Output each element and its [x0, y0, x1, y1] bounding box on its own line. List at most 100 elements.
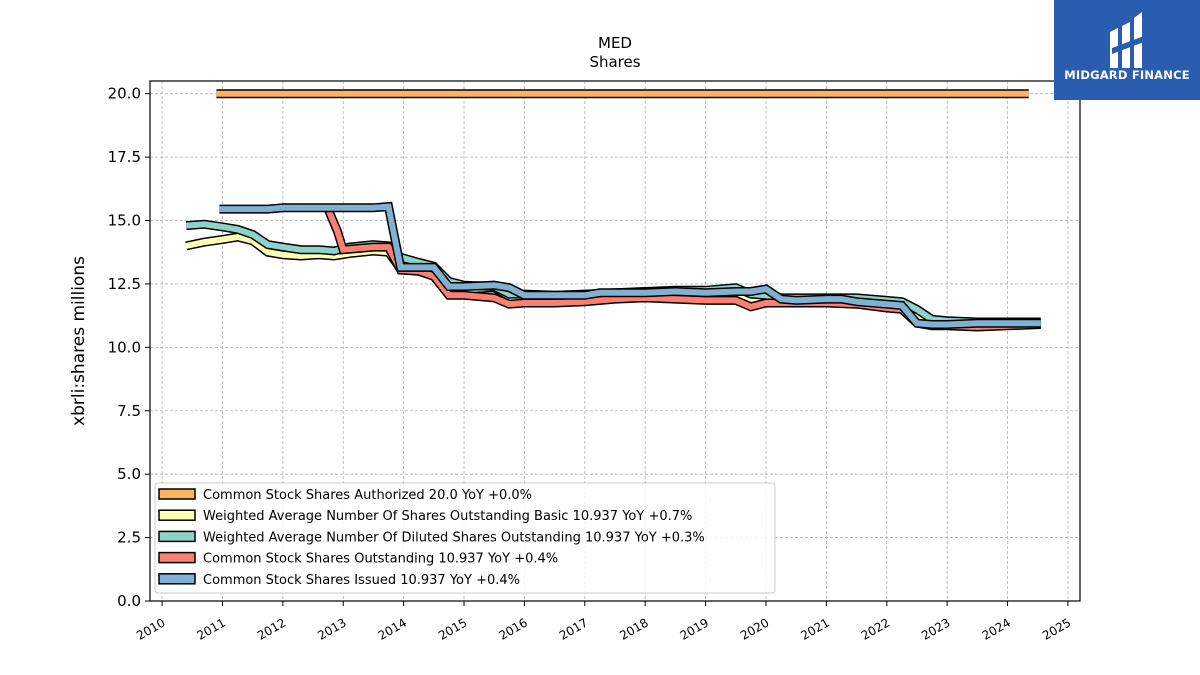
x-tick-label: 2016 — [496, 615, 529, 642]
data-point — [599, 292, 601, 294]
data-point — [433, 275, 435, 277]
data-point — [237, 208, 239, 210]
legend-swatch-0 — [158, 488, 196, 500]
data-point — [463, 294, 465, 296]
x-tick-label: 2021 — [798, 615, 831, 642]
data-point — [735, 290, 737, 293]
data-point — [318, 254, 320, 256]
data-point — [705, 299, 707, 301]
chart-title: MED — [598, 34, 632, 52]
data-point — [218, 208, 220, 210]
data-point — [508, 293, 510, 295]
y-tick-label: 10.0 — [108, 338, 141, 356]
data-point — [1006, 322, 1009, 324]
logo-mark-icon — [1110, 12, 1144, 68]
data-point — [267, 251, 269, 253]
data-point — [463, 285, 465, 288]
legend-entry-1: Weighted Average Number Of Shares Outsta… — [203, 509, 692, 524]
data-point — [856, 301, 858, 303]
x-tick-label: 2014 — [376, 615, 409, 642]
legend-entry-4: Common Stock Shares Issued 10.937 YoY +0… — [203, 573, 520, 588]
chart-subtitle: Shares — [589, 53, 640, 71]
data-point — [282, 254, 284, 256]
data-point — [433, 266, 435, 268]
data-point — [765, 302, 767, 304]
data-point — [614, 292, 616, 294]
data-point — [765, 288, 767, 290]
y-tick-label: 17.5 — [108, 148, 141, 166]
data-point — [237, 236, 239, 238]
x-tick-label: 2019 — [678, 615, 711, 642]
series-layer — [185, 89, 1042, 332]
legend-swatch-4 — [158, 573, 196, 585]
y-tick-label: 12.5 — [108, 275, 141, 293]
legend: Common Stock Shares Authorized 20.0 YoY … — [154, 482, 776, 594]
data-point — [795, 299, 797, 301]
data-point — [508, 303, 510, 305]
x-tick-label: 2020 — [738, 615, 771, 642]
data-point — [333, 250, 335, 252]
data-point — [493, 297, 495, 299]
data-point — [267, 208, 269, 210]
x-tick-label: 2010 — [134, 615, 167, 642]
data-point — [282, 207, 284, 209]
data-point — [584, 301, 586, 303]
data-point — [735, 299, 737, 301]
data-point — [312, 207, 314, 209]
data-point — [674, 290, 677, 293]
data-point — [418, 261, 420, 263]
data-point — [237, 228, 239, 230]
data-point — [493, 284, 495, 286]
data-point — [448, 294, 450, 296]
legend-box — [154, 482, 776, 594]
data-point — [221, 226, 224, 228]
data-point — [931, 318, 933, 320]
data-point — [674, 298, 677, 300]
x-tick-label: 2015 — [436, 615, 469, 642]
y-tick-label: 0.0 — [117, 592, 141, 610]
data-point — [644, 297, 646, 299]
data-point — [750, 298, 752, 300]
data-point — [252, 240, 254, 242]
y-tick-label: 7.5 — [117, 402, 141, 420]
x-tick-label: 2011 — [195, 615, 228, 642]
data-point — [946, 323, 948, 326]
y-tick-label: 2.5 — [117, 529, 141, 547]
data-point — [750, 306, 752, 308]
data-point — [203, 223, 205, 225]
data-point — [203, 241, 205, 243]
legend-swatch-1 — [158, 509, 196, 521]
data-point — [418, 266, 420, 268]
legend-entry-0: Common Stock Shares Authorized 20.0 YoY … — [203, 488, 532, 503]
data-point — [300, 255, 302, 257]
legend-swatch-3 — [158, 551, 196, 564]
data-point — [614, 298, 616, 300]
data-point — [318, 249, 320, 251]
data-point — [185, 245, 187, 247]
plot-frame — [149, 80, 1081, 602]
data-point — [644, 292, 646, 294]
data-point — [372, 246, 374, 248]
data-point — [342, 207, 344, 209]
x-tick-label: 2018 — [617, 615, 650, 642]
x-tick-label: 2017 — [557, 615, 590, 642]
x-tick-label: 2023 — [919, 615, 952, 642]
x-tick-label: 2025 — [1040, 615, 1073, 642]
data-point — [523, 294, 526, 296]
data-point — [1040, 322, 1042, 324]
data-point — [916, 322, 918, 324]
data-point — [840, 298, 843, 300]
data-point — [387, 246, 390, 248]
data-point — [750, 290, 752, 293]
data-point — [976, 322, 978, 324]
series-line-2 — [185, 221, 1041, 325]
data-point — [333, 255, 335, 257]
data-point — [916, 308, 918, 310]
data-point — [765, 294, 767, 296]
midgard-finance-logo: MIDGARD FINANCE — [1054, 0, 1200, 100]
data-point — [185, 225, 187, 227]
data-point — [508, 287, 510, 289]
data-point — [901, 304, 903, 307]
legend-entry-2: Weighted Average Number Of Diluted Share… — [203, 530, 705, 545]
